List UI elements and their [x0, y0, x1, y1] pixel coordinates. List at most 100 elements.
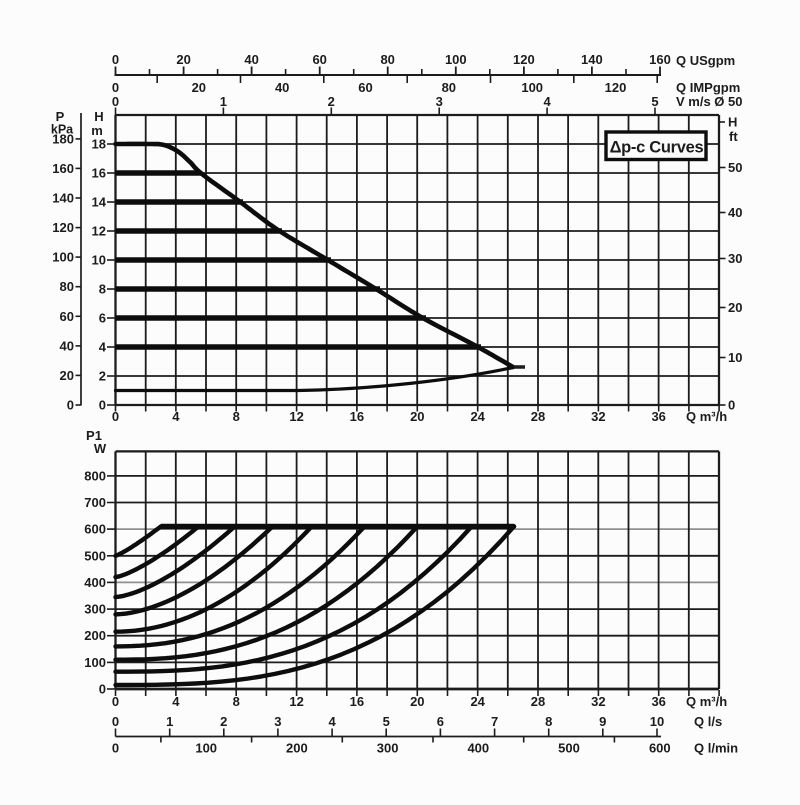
svg-text:160: 160: [649, 52, 671, 67]
svg-text:2: 2: [328, 94, 335, 109]
svg-text:800: 800: [84, 468, 106, 483]
svg-text:0: 0: [112, 741, 119, 756]
svg-text:36: 36: [651, 409, 665, 424]
svg-text:32: 32: [591, 409, 605, 424]
svg-text:40: 40: [275, 80, 289, 95]
svg-text:28: 28: [531, 694, 545, 709]
svg-text:12: 12: [289, 409, 303, 424]
svg-text:6: 6: [437, 714, 444, 729]
svg-text:80: 80: [442, 80, 456, 95]
svg-text:400: 400: [84, 575, 106, 590]
svg-text:16: 16: [92, 166, 106, 181]
svg-text:0: 0: [99, 682, 106, 697]
svg-text:Q USgpm: Q USgpm: [676, 53, 735, 68]
svg-text:140: 140: [581, 52, 603, 67]
svg-text:600: 600: [649, 741, 671, 756]
svg-text:40: 40: [728, 205, 742, 220]
svg-text:9: 9: [599, 714, 606, 729]
svg-text:36: 36: [651, 694, 665, 709]
svg-text:3: 3: [436, 94, 443, 109]
svg-text:40: 40: [60, 338, 74, 353]
svg-text:120: 120: [52, 220, 74, 235]
svg-text:Q m³/h: Q m³/h: [686, 409, 727, 424]
svg-text:H: H: [728, 115, 737, 130]
svg-text:1: 1: [220, 94, 227, 109]
svg-text:2: 2: [220, 714, 227, 729]
svg-text:8: 8: [233, 409, 240, 424]
svg-text:10: 10: [728, 350, 742, 365]
svg-text:0: 0: [112, 80, 119, 95]
svg-text:0: 0: [67, 398, 74, 413]
svg-text:600: 600: [84, 522, 106, 537]
svg-text:20: 20: [176, 52, 190, 67]
svg-text:10: 10: [92, 253, 106, 268]
svg-text:4: 4: [172, 694, 180, 709]
svg-text:Q l/s: Q l/s: [694, 714, 722, 729]
svg-text:8: 8: [99, 282, 106, 297]
svg-text:0: 0: [112, 52, 119, 67]
svg-text:P: P: [56, 109, 65, 124]
svg-text:P1: P1: [86, 428, 102, 443]
svg-text:7: 7: [491, 714, 498, 729]
svg-text:0: 0: [112, 714, 119, 729]
svg-text:0: 0: [728, 398, 735, 413]
svg-text:14: 14: [92, 195, 107, 210]
svg-text:12: 12: [92, 224, 106, 239]
svg-text:4: 4: [328, 714, 336, 729]
svg-text:100: 100: [84, 655, 106, 670]
svg-text:700: 700: [84, 495, 106, 510]
svg-text:140: 140: [52, 191, 74, 206]
svg-text:32: 32: [591, 694, 605, 709]
svg-text:500: 500: [84, 548, 106, 563]
svg-text:0: 0: [112, 94, 119, 109]
svg-text:4: 4: [543, 94, 551, 109]
svg-text:30: 30: [728, 251, 742, 266]
svg-text:28: 28: [531, 409, 545, 424]
svg-text:0: 0: [112, 409, 119, 424]
svg-text:120: 120: [513, 52, 535, 67]
svg-text:V m/s Ø 50: V m/s Ø 50: [676, 94, 742, 109]
svg-text:200: 200: [286, 741, 308, 756]
svg-text:100: 100: [521, 80, 543, 95]
svg-text:60: 60: [312, 52, 326, 67]
svg-text:500: 500: [558, 741, 580, 756]
svg-text:18: 18: [92, 137, 106, 152]
svg-text:60: 60: [60, 309, 74, 324]
svg-text:16: 16: [350, 409, 364, 424]
svg-text:40: 40: [244, 52, 258, 67]
svg-text:20: 20: [410, 409, 424, 424]
svg-text:5: 5: [651, 94, 658, 109]
svg-text:120: 120: [605, 80, 627, 95]
svg-text:300: 300: [84, 602, 106, 617]
svg-text:100: 100: [52, 250, 74, 265]
svg-text:1: 1: [166, 714, 173, 729]
svg-text:20: 20: [728, 300, 742, 315]
svg-text:kPa: kPa: [51, 123, 74, 137]
svg-text:20: 20: [60, 368, 74, 383]
svg-text:300: 300: [377, 741, 399, 756]
svg-text:m: m: [91, 123, 103, 138]
svg-text:0: 0: [99, 398, 106, 413]
svg-text:8: 8: [233, 694, 240, 709]
svg-text:100: 100: [445, 52, 467, 67]
svg-text:3: 3: [274, 714, 281, 729]
svg-text:20: 20: [410, 694, 424, 709]
svg-text:ft: ft: [729, 129, 738, 144]
svg-text:16: 16: [350, 694, 364, 709]
svg-text:5: 5: [383, 714, 390, 729]
svg-text:100: 100: [195, 741, 217, 756]
svg-text:8: 8: [545, 714, 552, 729]
svg-text:80: 80: [380, 52, 394, 67]
svg-text:Q m³/h: Q m³/h: [686, 694, 727, 709]
svg-text:Q IMPgpm: Q IMPgpm: [676, 80, 740, 95]
svg-text:Δp-c Curves: Δp-c Curves: [610, 139, 704, 157]
svg-text:400: 400: [467, 741, 489, 756]
svg-text:2: 2: [99, 369, 106, 384]
svg-text:24: 24: [470, 409, 485, 424]
svg-text:50: 50: [728, 160, 742, 175]
svg-text:H: H: [94, 109, 103, 124]
svg-text:12: 12: [289, 694, 303, 709]
svg-text:W: W: [94, 441, 107, 456]
svg-text:Q l/min: Q l/min: [694, 741, 738, 756]
svg-text:20: 20: [192, 80, 206, 95]
